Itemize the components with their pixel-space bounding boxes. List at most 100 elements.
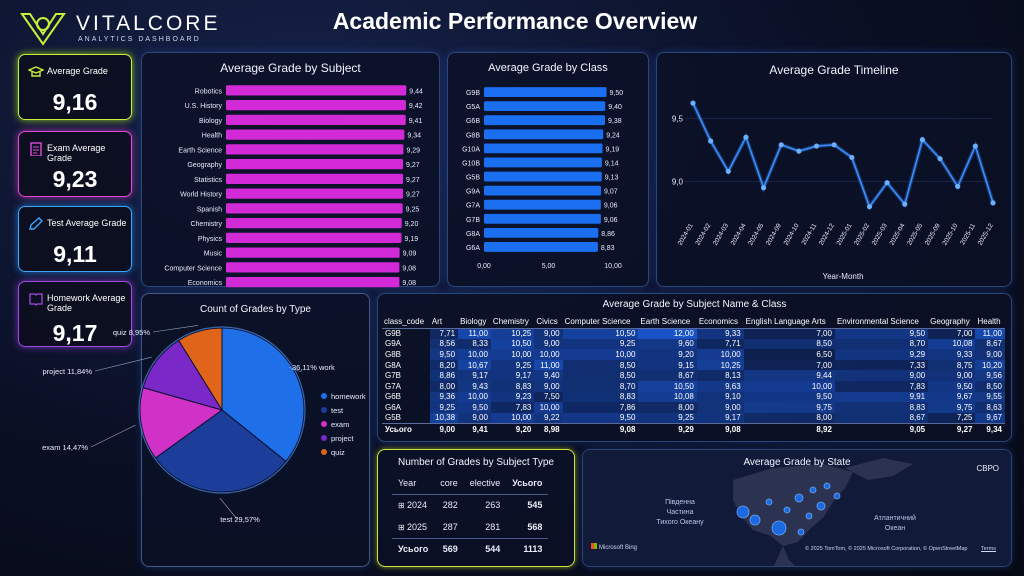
matrix-column-header[interactable]: class_code (382, 316, 430, 329)
matrix-column-header[interactable]: Art (429, 316, 459, 329)
table-row: G8A 8,20 10,67 9,25 11,00 8,50 9,15 10,25 7,00 7,… (382, 359, 1005, 371)
bar-category-label: G9A (466, 189, 480, 196)
matrix-cell: 10,00 (534, 402, 563, 413)
ocean-label-west: Південна Частина Тихого Океану (656, 499, 704, 526)
bar-category-label: G10B (462, 160, 480, 167)
matrix-total-cell: 9,08 (696, 422, 744, 436)
bar-value-label: 9,25 (406, 206, 420, 213)
legend-label: homework (331, 392, 366, 401)
matrix-cell: 10,08 (928, 338, 976, 350)
matrix-column-header[interactable]: Chemistry (490, 316, 535, 329)
matrix-cell: 11,00 (975, 328, 1005, 339)
matrix-title: Average Grade by Subject Name & Class (602, 299, 787, 310)
kpi-homework-average[interactable]: Homework Average Grade 9,17 (18, 281, 132, 347)
bar-category-label: Geography (187, 162, 222, 169)
matrix-cell: 9,91 (834, 391, 929, 403)
class-chart-panel: Average Grade by Class G9B 9,50 G5A 9,40 G6B… (447, 52, 649, 287)
matrix-column-header[interactable]: Computer Science (562, 316, 639, 329)
legend-swatch (321, 393, 327, 399)
x-tick-label: 2025-11 (959, 222, 977, 246)
table-row: G5B 10,38 9,00 10,00 9,22 9,50 9,25 9,17 8,00 8,6… (382, 412, 1005, 424)
matrix-cell: 8,00 (638, 402, 697, 413)
matrix-column-header[interactable]: Biology (458, 316, 491, 329)
bar (226, 232, 402, 244)
matrix-cell: 9,55 (975, 391, 1005, 403)
bar-value-label: 9,08 (402, 265, 416, 272)
matrix-cell: 9,23 (490, 391, 535, 403)
slice-leader-line (90, 424, 136, 448)
matrix-cell: 9,25 (638, 412, 697, 424)
matrix-cell: 9,29 (834, 349, 929, 360)
bar-category-label: G7A (466, 203, 480, 210)
year-expand-cell[interactable]: ⊞ 2025 (398, 521, 427, 532)
matrix-cell: 10,50 (490, 338, 535, 350)
pie-slice (139, 386, 224, 459)
subject-bar-chart: Robotics 9,44 U.S. History 9,42 Biology 9,41 H… (164, 85, 423, 288)
matrix-cell: 10,00 (562, 349, 639, 360)
bar-value-label: 8,83 (601, 245, 615, 252)
table-column-header[interactable]: core (434, 472, 464, 495)
kpi-test-average[interactable]: Test Average Grade 9,11 (18, 206, 132, 272)
x-axis-label: Year-Month (822, 272, 863, 281)
bar (226, 276, 400, 288)
matrix-column-header[interactable]: English Language Arts (743, 316, 835, 329)
bar (226, 85, 407, 96)
bar-value-label: 9,27 (406, 192, 420, 199)
matrix-column-header[interactable]: Health (975, 316, 1005, 329)
matrix-cell: G6A (385, 402, 402, 412)
kpi-average-grade[interactable]: Average Grade 9,16 (18, 54, 132, 120)
map-terms-link[interactable]: Terms (981, 546, 996, 552)
x-tick-label: 2025-09 (924, 222, 942, 246)
matrix-cell: 8,83 (834, 402, 929, 413)
x-tick-label: 5,00 (542, 263, 556, 270)
pie-slice (221, 327, 305, 463)
table-cell: 281 (485, 521, 501, 532)
matrix-cell: 9,25 (490, 359, 535, 371)
matrix-cell: 9,63 (696, 380, 744, 392)
expand-icon[interactable]: ⊞ (398, 501, 407, 511)
matrix-cell: 9,00 (696, 402, 744, 413)
matrix-column-header[interactable]: Civics (534, 316, 563, 329)
matrix-cell: 8,50 (975, 380, 1005, 392)
bar-category-label: U.S. History (185, 103, 223, 110)
data-point (708, 138, 714, 144)
matrix-column-header[interactable]: Earth Science (638, 316, 697, 329)
matrix-column-header[interactable]: Environmental Science (834, 316, 929, 329)
bar-category-label: Spanish (197, 206, 222, 213)
kpi-exam-average[interactable]: Exam Average Grade 9,23 (18, 131, 132, 197)
table-column-header[interactable]: elective (463, 472, 507, 495)
data-point (725, 168, 731, 174)
matrix-column-header[interactable]: Economics (696, 316, 744, 329)
map-background[interactable] (583, 450, 1012, 567)
bar-category-label: Health (202, 133, 222, 140)
matrix-cell: 8,50 (562, 359, 639, 371)
bar-category-label: G9B (466, 90, 480, 97)
table-row: G7A 8,00 9,43 8,83 9,00 8,70 10,50 9,63 10,00 7,8… (382, 380, 1005, 392)
bar (484, 157, 602, 168)
x-tick-label: 10,00 (604, 263, 622, 270)
table-total-cell: 544 (463, 537, 507, 560)
matrix-cell: 8,00 (429, 380, 459, 392)
matrix-cell: 8,63 (975, 402, 1005, 413)
bar (226, 114, 406, 126)
expand-icon[interactable]: ⊞ (398, 522, 407, 532)
pie-slice (142, 339, 224, 411)
matrix-column-header[interactable]: Geography (928, 316, 976, 329)
year-expand-cell[interactable]: ⊞ 2024 (398, 500, 427, 511)
matrix-cell: 9,22 (534, 412, 563, 424)
matrix-cell: 9,20 (638, 349, 697, 360)
matrix-cell: 9,50 (743, 391, 835, 403)
x-tick-label: 2025-12 (977, 222, 995, 246)
bar (226, 217, 402, 229)
table-column-header[interactable]: Усього (506, 472, 549, 495)
table-column-header[interactable]: Year (392, 472, 435, 495)
bar (484, 213, 601, 224)
matrix-cell: 8,00 (743, 412, 835, 424)
bar-value-label: 9,06 (604, 203, 618, 210)
pie-slice (177, 327, 223, 412)
matrix-cell: 9,50 (429, 349, 459, 360)
kpi-label: Test Average Grade (47, 218, 127, 228)
class-bar-chart: G9B 9,50 G5A 9,40 G6B 9,38 G8B 9,24 G10A 9,19 G10B… (462, 87, 623, 270)
bar-value-label: 9,14 (605, 160, 619, 167)
